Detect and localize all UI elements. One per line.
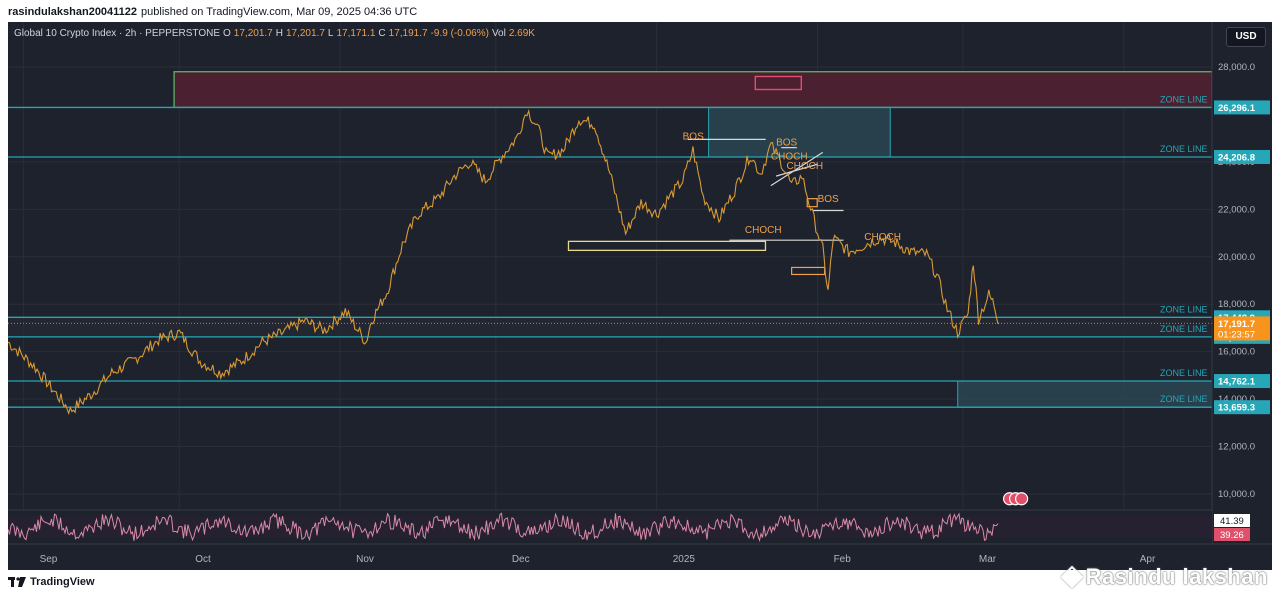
zone-line-label: ZONE LINE bbox=[1160, 304, 1208, 314]
zone-price-tag-label: 13,659.3 bbox=[1218, 403, 1255, 414]
structure-annotation-label: BOS bbox=[683, 131, 704, 142]
publisher-name[interactable]: rasindulakshan20041122 bbox=[8, 6, 138, 18]
tradingview-footer: TradingView bbox=[8, 576, 95, 588]
open-value: 17,201.7 bbox=[233, 28, 273, 39]
structure-annotation-label: CHOCH bbox=[864, 232, 901, 243]
zone-price-tag bbox=[1214, 400, 1270, 415]
order-block-box-small bbox=[806, 198, 818, 208]
price-series-line bbox=[8, 108, 1000, 416]
structure-annotation-label: CHOCH bbox=[745, 225, 782, 236]
zone-line-label: ZONE LINE bbox=[1160, 394, 1208, 404]
zone-price-tag-label: 24,206.8 bbox=[1218, 152, 1255, 163]
author-watermark: Rasindu lakshan bbox=[1060, 564, 1268, 590]
price-axis-tick-label: 18,000.0 bbox=[1218, 299, 1255, 310]
volume-value: 2.69K bbox=[508, 28, 535, 39]
change-value: -9.9 (-0.06%) bbox=[430, 28, 489, 39]
zone-box bbox=[708, 106, 891, 158]
low-value: 17,171.1 bbox=[336, 28, 376, 39]
current-price-label: 17,191.7 bbox=[1218, 319, 1255, 330]
time-axis-label: Oct bbox=[195, 554, 211, 565]
diamond-icon bbox=[1060, 565, 1083, 589]
tradingview-logo-icon bbox=[8, 577, 26, 587]
rsi-line bbox=[8, 512, 999, 543]
structure-annotation-label: BOS bbox=[818, 194, 839, 205]
zone-price-tag-label: 14,762.1 bbox=[1218, 377, 1256, 388]
price-axis-background bbox=[1212, 22, 1272, 544]
symbol-legend: Global 10 Crypto Index · 2h · PEPPERSTON… bbox=[14, 28, 535, 39]
zone-line-label: ZONE LINE bbox=[1160, 144, 1208, 154]
structure-annotation-label: BOS bbox=[776, 137, 797, 148]
economic-event-icon bbox=[1015, 492, 1029, 506]
publish-bar: rasindulakshan20041122 published on Trad… bbox=[8, 4, 417, 20]
supply-zone-box bbox=[173, 71, 1213, 109]
close-label: C bbox=[378, 28, 386, 39]
supply-marker-box bbox=[754, 75, 803, 91]
current-price-tag bbox=[1214, 316, 1270, 341]
price-axis-tick-label: 12,000.0 bbox=[1218, 442, 1255, 453]
price-chart[interactable]: ZONE LINE ZONE LINE ZONE LINE ZONE LINE ZONE… bbox=[8, 22, 1272, 570]
price-axis-tick-label: 22,000.0 bbox=[1218, 204, 1255, 215]
zone-box bbox=[957, 380, 1213, 408]
time-axis-label: Dec bbox=[512, 554, 530, 565]
rsi-signal-label: 39.26 bbox=[1220, 530, 1244, 541]
trend-line bbox=[770, 151, 824, 187]
zone-price-tag bbox=[1214, 100, 1270, 115]
bar-countdown-label: 01:23:57 bbox=[1218, 329, 1255, 340]
zone-line-label: ZONE LINE bbox=[1160, 324, 1208, 334]
time-axis-background bbox=[8, 544, 1272, 570]
time-axis-label: Apr bbox=[1140, 554, 1156, 565]
low-label: L bbox=[327, 28, 334, 39]
chart-background bbox=[8, 22, 1272, 570]
symbol-title[interactable]: Global 10 Crypto Index · 2h · PEPPERSTON… bbox=[14, 28, 221, 39]
price-axis-tick-label: 14,000.0 bbox=[1218, 394, 1255, 405]
publish-info: published on TradingView.com, Mar 09, 20… bbox=[141, 6, 418, 18]
high-label: H bbox=[275, 28, 283, 39]
chart-area[interactable]: ZONE LINE ZONE LINE ZONE LINE ZONE LINE ZONE… bbox=[8, 22, 1272, 570]
rsi-signal-tag bbox=[1214, 528, 1250, 541]
time-axis-label: Nov bbox=[356, 554, 374, 565]
volume-label: Vol bbox=[491, 28, 506, 39]
structure-annotation-label: CHOCH bbox=[771, 152, 808, 163]
structure-annotation-label: CHOCH bbox=[786, 161, 823, 172]
time-axis-label: Feb bbox=[834, 554, 852, 565]
zone-line-label: ZONE LINE bbox=[1160, 94, 1208, 104]
demand-box bbox=[567, 240, 767, 252]
currency-button[interactable]: USD bbox=[1226, 27, 1266, 47]
zone-price-tag bbox=[1214, 149, 1270, 164]
tradingview-brand[interactable]: TradingView bbox=[30, 576, 95, 588]
zone-price-tag-label: 26,296.1 bbox=[1218, 103, 1256, 114]
price-axis-tick-label: 10,000.0 bbox=[1218, 489, 1255, 500]
rsi-value-label: 41.39 bbox=[1220, 516, 1244, 527]
rsi-value-tag bbox=[1214, 514, 1250, 527]
high-value: 17,201.7 bbox=[285, 28, 325, 39]
time-axis-label: 2025 bbox=[673, 554, 696, 565]
trend-line bbox=[775, 163, 818, 177]
time-axis-label: Sep bbox=[40, 554, 58, 565]
time-axis-label: Mar bbox=[979, 554, 997, 565]
price-axis-tick-label: 20,000.0 bbox=[1218, 252, 1255, 263]
close-value: 17,191.7 bbox=[388, 28, 428, 39]
open-label: O bbox=[223, 28, 231, 39]
zone-price-tag bbox=[1214, 374, 1270, 389]
price-axis-tick-label: 16,000.0 bbox=[1218, 347, 1255, 358]
watermark-text: Rasindu lakshan bbox=[1085, 564, 1268, 589]
zone-line-label: ZONE LINE bbox=[1160, 368, 1208, 378]
zone-band bbox=[8, 317, 1212, 337]
price-axis-tick-label: 28,000.0 bbox=[1218, 62, 1255, 73]
